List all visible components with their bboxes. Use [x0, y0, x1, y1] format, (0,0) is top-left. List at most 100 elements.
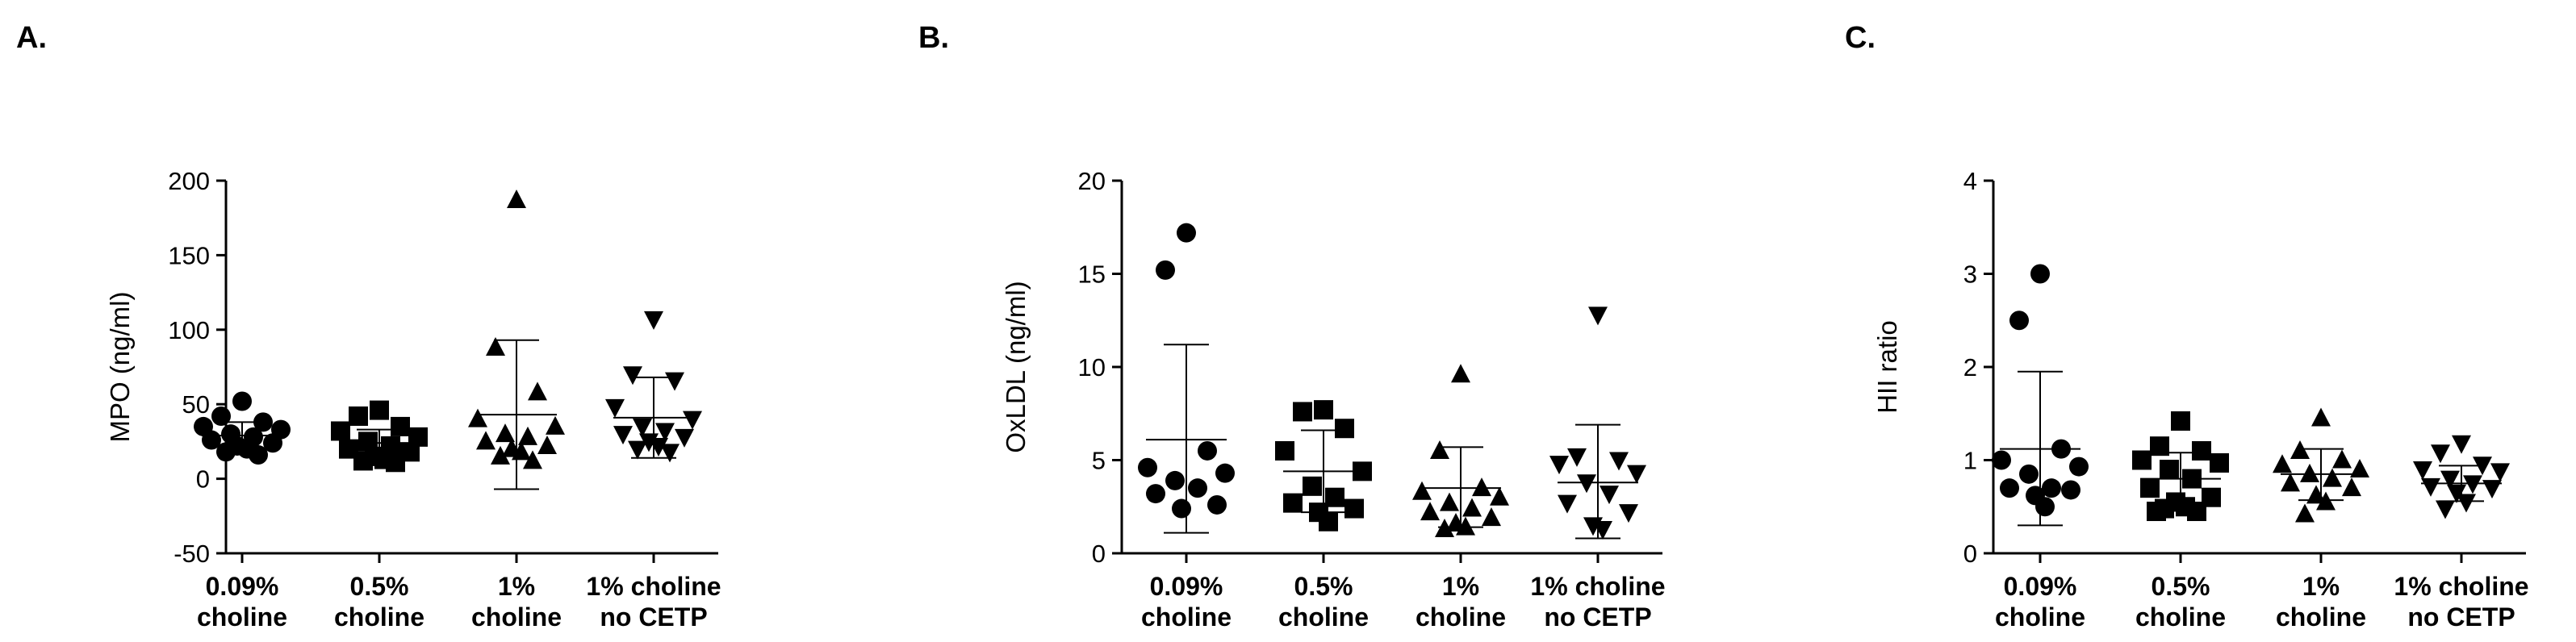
data-point	[370, 400, 389, 420]
data-point	[2300, 463, 2319, 482]
data-point	[523, 450, 542, 469]
data-point	[546, 415, 565, 435]
data-point	[623, 366, 642, 386]
data-point	[2452, 435, 2471, 454]
data-point	[1577, 474, 1596, 494]
data-point	[655, 423, 675, 442]
y-tick-label: -50	[174, 540, 210, 568]
x-tick-label: 0.09%	[206, 572, 279, 601]
x-tick-label: no CETP	[1544, 602, 1651, 632]
data-point	[1456, 516, 1475, 536]
data-point	[605, 398, 625, 418]
y-tick-label: 5	[1092, 447, 1106, 475]
x-tick-label: choline	[2276, 602, 2366, 632]
data-point	[518, 426, 537, 445]
data-point	[1588, 306, 1608, 326]
x-tick-label: 0.5%	[2152, 572, 2210, 601]
data-point	[1600, 486, 1619, 505]
data-point	[613, 426, 633, 445]
data-point	[486, 336, 505, 356]
data-point	[2192, 440, 2211, 461]
data-point	[1177, 223, 1196, 243]
y-tick-label: 150	[168, 241, 210, 269]
x-tick-label: choline	[471, 602, 562, 632]
data-point	[2431, 444, 2450, 464]
y-tick-label: 20	[1078, 167, 1106, 195]
x-tick-label: choline	[1141, 602, 1232, 632]
x-tick-label: choline	[334, 602, 424, 632]
y-tick-label: 0	[196, 465, 210, 494]
data-point	[2140, 478, 2160, 498]
data-point	[633, 418, 652, 437]
data-point	[391, 416, 410, 436]
y-tick-label: 2	[1963, 353, 1977, 381]
x-tick-label: choline	[1995, 602, 2085, 632]
data-point	[537, 435, 557, 454]
data-point	[2009, 311, 2029, 331]
data-point	[2332, 449, 2352, 469]
y-tick-label: 15	[1078, 261, 1106, 289]
data-point	[468, 408, 487, 427]
data-point	[2413, 461, 2432, 481]
y-tick-label: 0	[1092, 540, 1106, 568]
y-tick-label: 1	[1963, 447, 1977, 475]
data-point	[2061, 480, 2080, 500]
data-point	[1558, 494, 1577, 514]
data-point	[1549, 456, 1569, 475]
data-point	[1303, 476, 1322, 496]
data-point	[507, 190, 526, 209]
data-point	[2019, 464, 2039, 484]
panel-label-a: A.	[16, 21, 47, 55]
y-axis-title: HII ratio	[1872, 320, 1902, 414]
y-tick-label: 0	[1963, 540, 1977, 568]
data-point	[2342, 477, 2361, 497]
data-point	[2440, 470, 2460, 490]
data-point	[1412, 481, 1432, 500]
data-point	[1462, 498, 1482, 517]
y-tick-label: 50	[182, 390, 210, 419]
data-point	[2463, 475, 2482, 494]
data-point	[683, 411, 702, 430]
data-point	[263, 433, 282, 453]
data-point	[1609, 452, 1629, 471]
data-point	[1567, 448, 1587, 467]
data-point	[1593, 520, 1612, 540]
x-tick-label: 1% choline	[1530, 572, 1665, 601]
x-tick-label: 1% choline	[2394, 572, 2528, 601]
data-point	[2273, 454, 2292, 473]
data-point	[1138, 457, 1157, 477]
y-tick-label: 10	[1078, 353, 1106, 381]
y-tick-label: 200	[168, 167, 210, 195]
data-point	[1430, 440, 1449, 459]
data-point	[2421, 477, 2440, 497]
x-tick-label: choline	[2135, 602, 2226, 632]
data-point	[491, 445, 510, 465]
data-point	[1207, 494, 1227, 515]
x-tick-label: no CETP	[2407, 602, 2515, 632]
data-point	[2295, 503, 2315, 523]
data-point	[2311, 407, 2331, 427]
data-point	[2482, 480, 2502, 499]
x-tick-label: 1% choline	[586, 572, 721, 601]
data-point	[216, 442, 236, 462]
data-point	[1275, 440, 1294, 461]
data-point	[1344, 498, 1364, 519]
data-point	[386, 452, 405, 473]
data-point	[1627, 465, 1646, 484]
data-point	[353, 451, 373, 471]
data-point	[2350, 459, 2369, 478]
data-point	[349, 406, 368, 426]
x-tick-label: 0.09%	[2004, 572, 2077, 601]
data-point	[665, 372, 684, 391]
data-point	[1156, 260, 1175, 280]
data-point	[2171, 411, 2190, 431]
data-point	[2457, 494, 2476, 513]
data-point	[1490, 486, 1509, 506]
data-point	[1198, 440, 1217, 461]
data-point	[1482, 507, 1501, 527]
data-point	[1165, 470, 1185, 490]
data-point	[331, 421, 350, 441]
y-axis-title: MPO (ng/ml)	[105, 291, 135, 442]
